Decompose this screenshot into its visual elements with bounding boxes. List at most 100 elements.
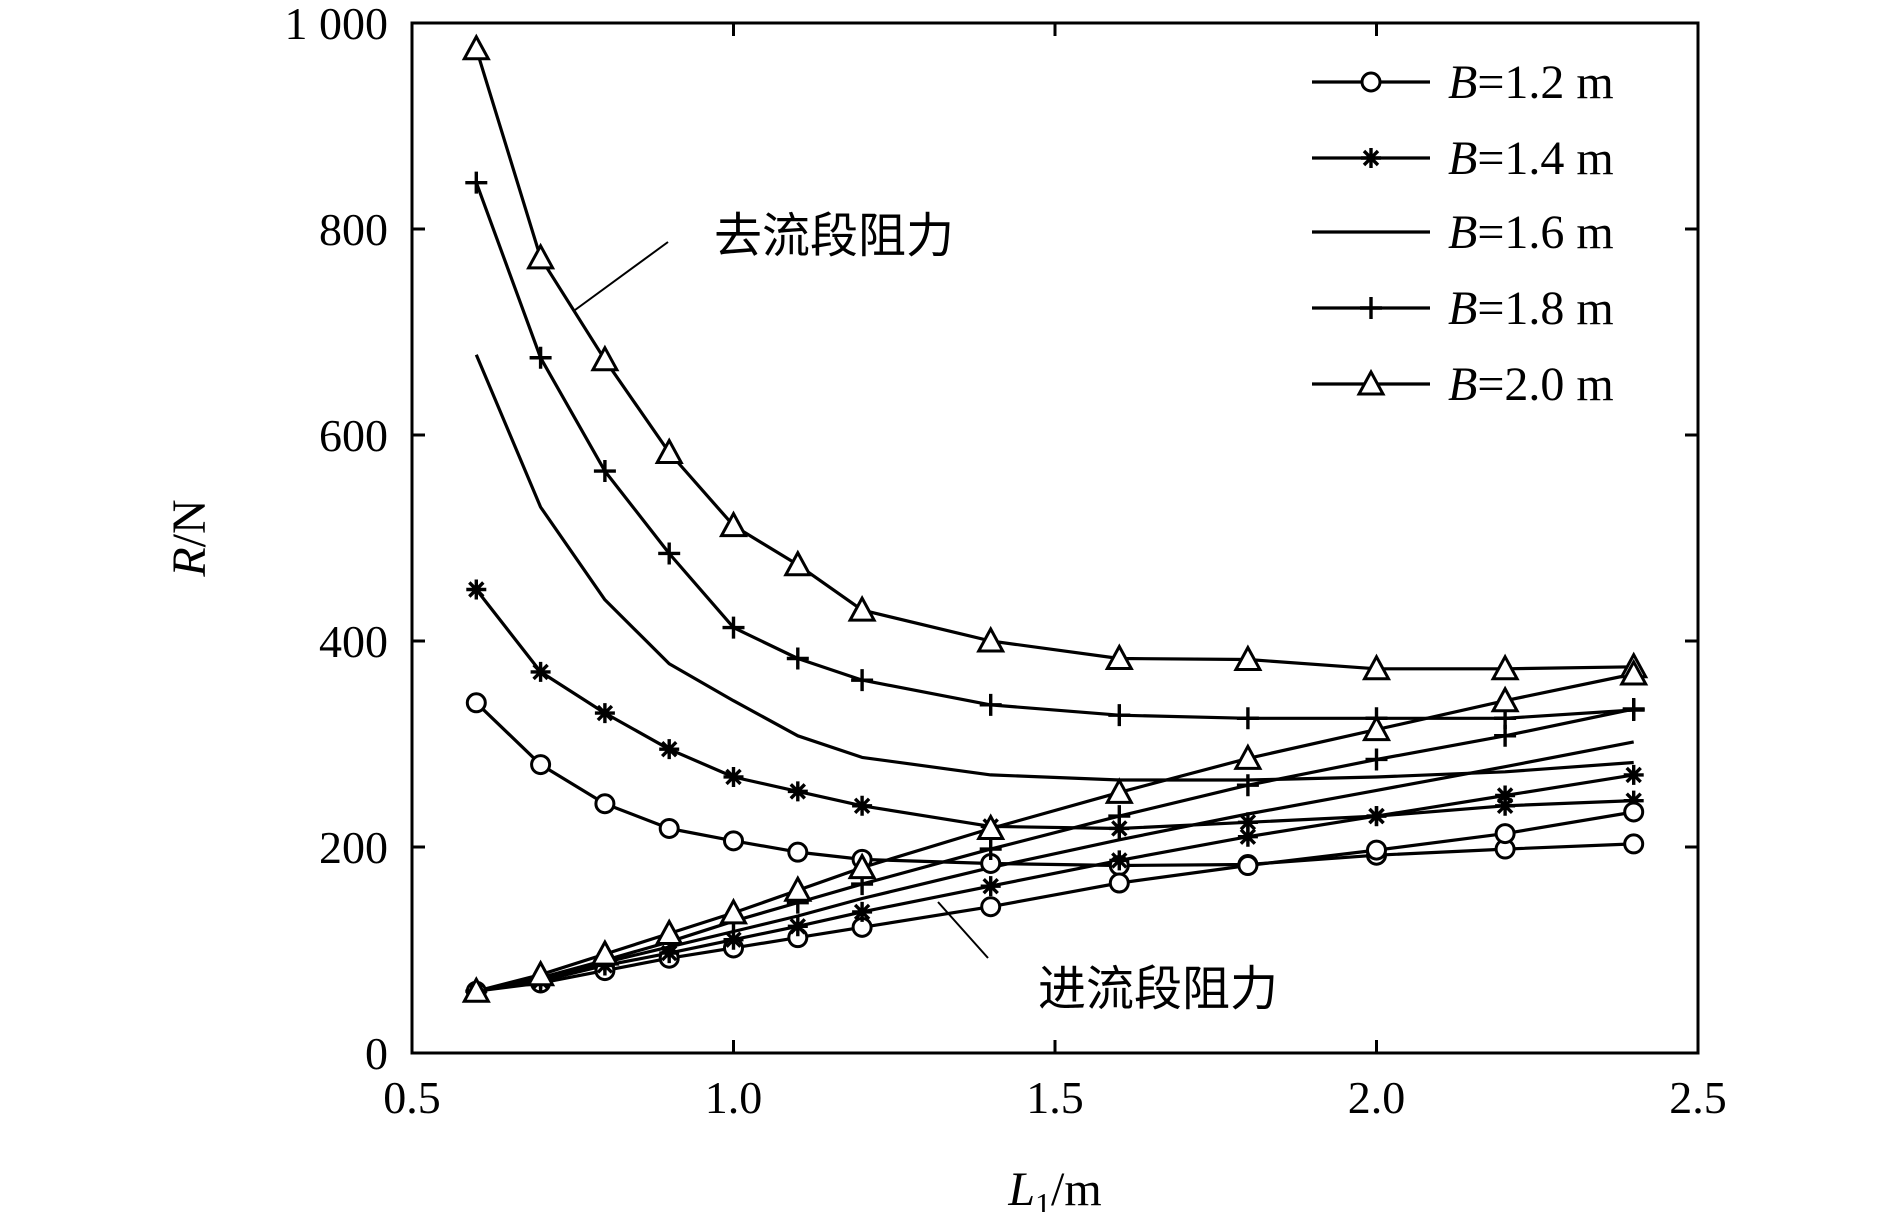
data-point-star-s6-p5	[787, 916, 808, 937]
data-point-circle-s0-p4	[723, 830, 744, 852]
legend-entry: B=1.2 m	[1312, 56, 1614, 109]
series-line-0	[475, 701, 1634, 868]
data-point-plus-s8-p7	[979, 838, 1002, 861]
data-point-triangle-s9-p5	[783, 875, 813, 902]
annotation-outflow: 去流段阻力	[714, 208, 954, 264]
legend-label: B=1.2 m	[1448, 56, 1614, 109]
data-point-triangle-s4-p4	[718, 510, 749, 538]
data-point-circle-s5-p12	[1623, 801, 1645, 823]
data-point-star-s1-p11	[1495, 795, 1516, 816]
series-line-6	[476, 773, 1634, 993]
legend-entry: B=1.4 m	[1312, 132, 1614, 185]
data-point-triangle-s9-p3	[654, 918, 684, 946]
annotation-leaders	[574, 241, 989, 959]
data-point-star-s1-p8	[1109, 818, 1130, 839]
data-point-triangle-s9-p11	[1490, 685, 1520, 713]
data-point-star-s1-p0	[466, 579, 487, 600]
legend-label: B=1.8 m	[1448, 282, 1614, 335]
data-point-plus-s8-p8	[1108, 805, 1131, 828]
legend-entry: B=1.6 m	[1312, 206, 1614, 259]
legend-label: B=2.0 m	[1448, 358, 1614, 411]
legend-entry: B=2.0 m	[1312, 358, 1614, 411]
annotation-inflow: 进流段阻力	[1038, 961, 1278, 1017]
x-tick-label: 0.5	[383, 1072, 441, 1123]
data-point-triangle-s9-p6	[847, 852, 877, 880]
data-point-star-s6-p7	[980, 876, 1001, 897]
data-point-plus-s3-p9	[1236, 707, 1259, 730]
data-point-plus-s3-p3	[658, 542, 681, 565]
data-point-star-s1-p9	[1237, 812, 1258, 833]
data-point-circle-s0-p2	[594, 793, 616, 815]
data-point-star-s1-p4	[723, 766, 744, 787]
legend-marker-plus	[1360, 297, 1382, 319]
legend-entry: B=1.8 m	[1312, 282, 1614, 335]
data-point-triangle-s9-p0	[461, 976, 491, 1003]
x-axis-title-main: L	[1007, 1163, 1035, 1212]
data-point-circle-s5-p9	[1237, 855, 1259, 877]
x-axis-title: L1/m	[1007, 1163, 1101, 1212]
data-point-triangle-s9-p2	[590, 938, 620, 966]
data-point-triangle-s4-p3	[654, 437, 684, 465]
data-point-star-s6-p12	[1623, 764, 1644, 785]
data-point-plus-s3-p5	[786, 647, 809, 670]
y-axis-title: R/N	[163, 499, 216, 577]
data-point-plus-s3-p6	[851, 669, 874, 692]
series-line-7	[475, 740, 1635, 993]
x-tick-label: 1.5	[1026, 1072, 1084, 1123]
y-tick-label: 0	[365, 1028, 388, 1079]
data-point-star-s1-p6	[852, 795, 873, 816]
data-point-triangle-s4-p2	[590, 344, 620, 372]
data-point-star-s6-p3	[659, 943, 680, 964]
data-point-triangle-s4-p7	[976, 625, 1006, 653]
data-point-triangle-s4-p0	[461, 33, 491, 61]
data-point-circle-s5-p7	[980, 896, 1002, 918]
legend-marker-star	[1361, 148, 1381, 168]
data-point-star-s6-p11	[1495, 785, 1516, 806]
data-point-triangle-s4-p6	[847, 594, 877, 622]
data-point-plus-s8-p11	[1494, 724, 1517, 747]
y-tick-label: 800	[319, 204, 388, 255]
data-point-plus-s8-p10	[1365, 748, 1388, 771]
y-tick-label: 600	[319, 410, 388, 461]
data-point-plus-s8-p9	[1236, 774, 1259, 797]
data-point-plus-s3-p2	[593, 460, 616, 483]
y-axis-title-unit: /N	[163, 499, 216, 547]
data-point-star-s6-p6	[852, 901, 873, 922]
x-axis-title-sub: 1	[1035, 1186, 1051, 1212]
data-point-triangle-s9-p4	[718, 897, 749, 925]
x-tick-label: 2.0	[1348, 1072, 1406, 1123]
data-point-circle-s0-p5	[787, 841, 809, 863]
data-point-plus-s3-p0	[465, 171, 488, 194]
data-point-plus-s3-p1	[529, 346, 552, 369]
data-point-star-s1-p3	[659, 739, 680, 760]
data-point-plus-s3-p8	[1108, 704, 1131, 727]
legend-marker-triangle	[1356, 368, 1386, 396]
data-point-circle-s5-p10	[1366, 839, 1387, 861]
data-point-triangle-s4-p1	[526, 242, 556, 270]
data-point-circle-s0-p12	[1623, 833, 1645, 855]
marker-layer	[461, 33, 1649, 1003]
data-point-plus-s8-p12	[1622, 697, 1645, 720]
data-point-triangle-s9-p10	[1361, 714, 1392, 742]
data-point-star-s1-p12	[1623, 790, 1644, 811]
legend-label: B=1.6 m	[1448, 206, 1614, 259]
data-point-triangle-s9-p9	[1233, 743, 1263, 770]
data-point-triangle-s4-p11	[1490, 653, 1520, 681]
legend-label: B=1.4 m	[1448, 132, 1614, 185]
series-line-2	[474, 354, 1634, 782]
data-point-star-s6-p10	[1366, 806, 1387, 827]
data-point-star-s1-p5	[787, 781, 808, 802]
data-point-circle-s5-p11	[1494, 823, 1516, 845]
data-point-triangle-s4-p9	[1233, 644, 1263, 672]
outflow-leader-line	[574, 241, 669, 311]
legend-marker-circle	[1360, 71, 1382, 93]
y-axis-title-main: R	[163, 547, 216, 577]
legend: B=1.2 m B=1.4 m B=1.6 m B=1.8 m B=2.0 m	[1312, 56, 1614, 411]
data-point-circle-s0-p0	[465, 692, 487, 714]
x-axis-title-unit: /m	[1051, 1163, 1102, 1212]
data-point-plus-s3-p7	[979, 693, 1002, 716]
data-point-star-s6-p9	[1237, 826, 1258, 847]
tick-layer: 0.5 1.0 1.5 2.0 2.5 0 200 400 600 800 1 000	[285, 0, 1727, 1123]
data-point-triangle-s9-p12	[1619, 658, 1649, 686]
